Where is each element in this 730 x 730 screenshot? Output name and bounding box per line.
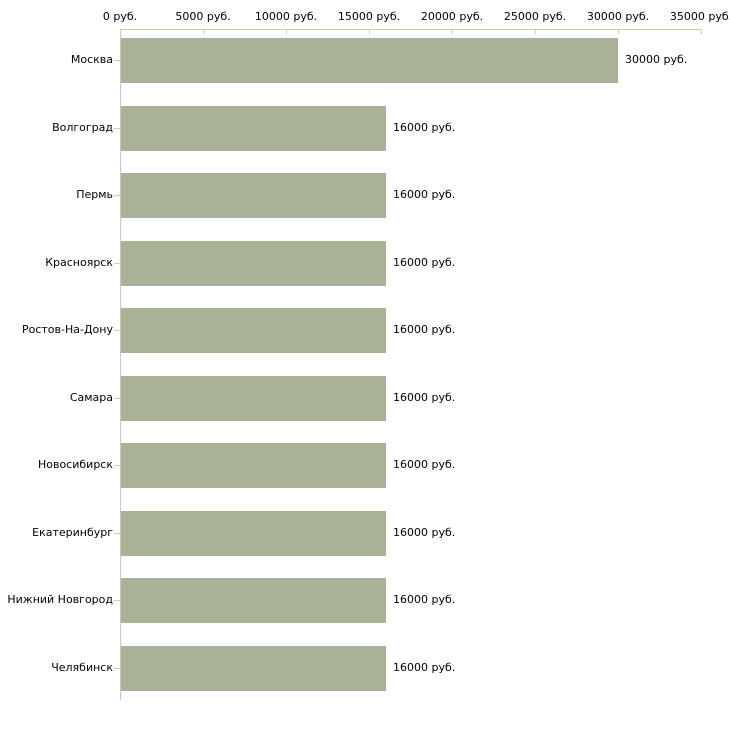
x-tick-mark <box>120 29 121 34</box>
bar <box>121 578 386 623</box>
x-tick-label: 35000 руб. <box>669 10 730 23</box>
category-tick-mark <box>114 330 120 331</box>
x-tick-label: 0 руб. <box>102 10 138 23</box>
category-tick-mark <box>114 263 120 264</box>
bar <box>121 511 386 556</box>
x-tick-label: 15000 руб. <box>337 10 401 23</box>
x-tick-mark <box>203 29 204 34</box>
value-label: 30000 руб. <box>625 53 688 66</box>
x-tick-mark <box>369 29 370 34</box>
category-label: Ростов-На-Дону <box>21 323 113 336</box>
value-label: 16000 руб. <box>393 593 456 606</box>
value-label: 16000 руб. <box>393 458 456 471</box>
value-label: 16000 руб. <box>393 391 456 404</box>
bar <box>121 376 386 421</box>
x-tick-label: 5000 руб. <box>175 10 231 23</box>
x-tick-mark <box>286 29 287 34</box>
x-tick-label: 25000 руб. <box>503 10 567 23</box>
category-label: Самара <box>69 391 113 404</box>
value-label: 16000 руб. <box>393 526 456 539</box>
category-tick-mark <box>114 60 120 61</box>
bar <box>121 241 386 286</box>
category-label: Пермь <box>76 188 113 201</box>
y-axis-line <box>120 29 121 700</box>
bar <box>121 443 386 488</box>
x-tick-mark <box>701 29 702 34</box>
x-tick-mark <box>618 29 619 34</box>
category-label: Нижний Новгород <box>7 593 113 606</box>
x-tick-label: 10000 руб. <box>254 10 318 23</box>
bar <box>121 106 386 151</box>
category-label: Новосибирск <box>37 458 113 471</box>
category-tick-mark <box>114 533 120 534</box>
bar <box>121 646 386 691</box>
category-label: Волгоград <box>52 121 113 134</box>
value-label: 16000 руб. <box>393 661 456 674</box>
x-tick-mark <box>535 29 536 34</box>
category-label: Челябинск <box>51 661 113 674</box>
value-label: 16000 руб. <box>393 323 456 336</box>
category-label: Красноярск <box>45 256 113 269</box>
bar <box>121 38 618 83</box>
category-tick-mark <box>114 195 120 196</box>
category-tick-mark <box>114 600 120 601</box>
category-tick-mark <box>114 465 120 466</box>
x-tick-label: 30000 руб. <box>586 10 650 23</box>
category-tick-mark <box>114 398 120 399</box>
x-tick-mark <box>452 29 453 34</box>
value-label: 16000 руб. <box>393 188 456 201</box>
category-label: Екатеринбург <box>32 526 113 539</box>
value-label: 16000 руб. <box>393 256 456 269</box>
x-axis-line <box>120 29 702 30</box>
value-label: 16000 руб. <box>393 121 456 134</box>
bar <box>121 308 386 353</box>
category-label: Москва <box>70 53 113 66</box>
bar <box>121 173 386 218</box>
category-tick-mark <box>114 668 120 669</box>
category-tick-mark <box>114 128 120 129</box>
x-tick-label: 20000 руб. <box>420 10 484 23</box>
